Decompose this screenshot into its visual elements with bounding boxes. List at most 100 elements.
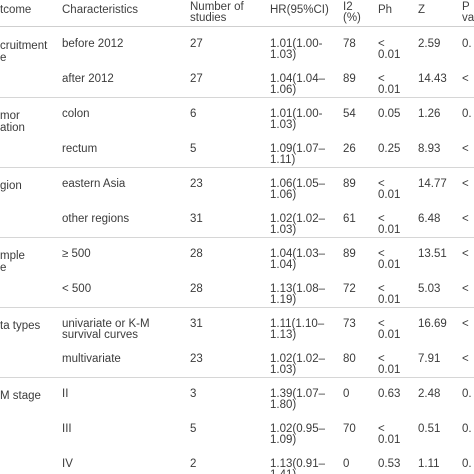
cell-i2: 78 xyxy=(343,38,356,50)
cell-characteristic: ≥ 500 xyxy=(62,248,91,260)
header-p-line2: va xyxy=(462,12,474,24)
cell-p: < xyxy=(462,213,469,225)
cell-ph-line1: < xyxy=(378,353,385,365)
table-group: mor ation colon 6 1.01(1.00- 1.03) 54 0.05 1.26 0… xyxy=(0,98,474,168)
cell-ph-line1: 0.05 xyxy=(378,108,401,120)
cell-p: < xyxy=(462,73,469,85)
cell-characteristic: IV xyxy=(62,458,73,470)
cell-hr-line1: 1.04(1.03– xyxy=(270,248,325,260)
group-outcome-line1: mor xyxy=(0,110,20,122)
group-outcome-line1: cruitment xyxy=(0,40,48,52)
cell-z: 5.03 xyxy=(418,283,441,295)
cell-hr-line1: 1.02(1.02– xyxy=(270,213,325,225)
cell-hr-line2: 1.11) xyxy=(270,154,296,166)
cell-ph-line2: 0.01 xyxy=(378,364,401,376)
cell-studies: 31 xyxy=(190,318,203,330)
header-divider xyxy=(0,26,474,27)
cell-hr-line2: 1.04) xyxy=(270,259,297,271)
cell-studies: 27 xyxy=(190,73,203,85)
cell-ph-line1: 0.53 xyxy=(378,458,401,470)
header-p-line1: P xyxy=(462,1,470,13)
cell-ph-line1: 0.63 xyxy=(378,388,401,400)
cell-characteristic: rectum xyxy=(62,143,98,155)
group-divider xyxy=(0,307,474,308)
cell-p: < xyxy=(462,283,469,295)
cell-hr-line2: 1.03) xyxy=(270,224,297,236)
cell-hr-line2: 1.06) xyxy=(270,189,297,201)
cell-z: 1.11 xyxy=(418,458,440,470)
cell-hr-line2: 1.09) xyxy=(270,434,297,446)
cell-hr-line2: 1.80) xyxy=(270,399,297,411)
cell-hr-line1: 1.01(1.00- xyxy=(270,38,323,50)
cell-hr-line1: 1.11(1.10– xyxy=(270,318,325,330)
cell-ph-line1: < xyxy=(378,73,385,85)
cell-p: 0. xyxy=(462,388,472,400)
group-divider xyxy=(0,377,474,378)
cell-hr-line1: 1.09(1.07– xyxy=(270,143,325,155)
header-ph: Ph xyxy=(378,4,393,16)
cell-z: 1.26 xyxy=(418,108,441,120)
cell-studies: 5 xyxy=(190,423,197,435)
cell-hr-line1: 1.02(1.02– xyxy=(270,353,325,365)
cell-p: < xyxy=(462,353,469,365)
cell-hr-line2: 1.03) xyxy=(270,49,297,61)
cell-p: < xyxy=(462,248,469,260)
cell-studies: 23 xyxy=(190,353,203,365)
cell-ph-line2: 0.01 xyxy=(378,259,401,271)
header-hr: HR(95%CI) xyxy=(270,4,329,16)
cell-characteristic: < 500 xyxy=(62,283,92,295)
cell-studies: 6 xyxy=(190,108,197,120)
cell-ph-line1: < xyxy=(378,178,385,190)
cell-characteristic: before 2012 xyxy=(62,38,124,50)
header-z: Z xyxy=(418,4,426,16)
cell-ph-line2: 0.01 xyxy=(378,49,401,61)
cell-hr-line1: 1.02(0.95– xyxy=(270,423,325,435)
cell-characteristic: colon xyxy=(62,108,90,120)
cell-characteristic-line2: survival curves xyxy=(62,329,139,341)
cell-ph-line1: < xyxy=(378,283,385,295)
cell-characteristic: other regions xyxy=(62,213,130,225)
cell-z: 16.69 xyxy=(418,318,447,330)
cell-i2: 89 xyxy=(343,248,356,260)
cell-i2: 0 xyxy=(343,388,350,400)
cell-characteristic: univariate or K-M xyxy=(62,318,150,330)
cell-ph-line2: 0.01 xyxy=(378,224,401,236)
cell-ph-line2: 0.01 xyxy=(378,434,401,446)
cell-hr-line2: 1.06) xyxy=(270,84,297,96)
cell-hr-line1: 1.13(0.91– xyxy=(270,458,325,470)
cell-z: 14.43 xyxy=(418,73,447,85)
cell-ph-line2: 0.01 xyxy=(378,294,401,306)
cell-i2: 73 xyxy=(343,318,356,330)
cell-ph-line2: 0.01 xyxy=(378,329,401,341)
cell-studies: 3 xyxy=(190,388,197,400)
cell-hr-line1: 1.13(1.08– xyxy=(270,283,325,295)
cell-ph-line1: 0.25 xyxy=(378,143,401,155)
cell-z: 13.51 xyxy=(418,248,447,260)
cell-studies: 27 xyxy=(190,38,203,50)
cell-hr-line2: 1.19) xyxy=(270,294,297,306)
group-outcome-line2: ation xyxy=(0,122,25,134)
table-group: mple e ≥ 500 28 1.04(1.03– 1.04) 89 <0.01 13.51 <… xyxy=(0,238,474,308)
cell-i2: 89 xyxy=(343,178,356,190)
cell-characteristic: III xyxy=(62,423,72,435)
cell-hr-line1: 1.39(1.07– xyxy=(270,388,325,400)
table-group: gion eastern Asia 23 1.06(1.05– 1.06) 89 <0.01… xyxy=(0,168,474,238)
header-i2-line2: (%) xyxy=(343,12,361,24)
cell-z: 8.93 xyxy=(418,143,441,155)
cell-i2: 54 xyxy=(343,108,356,120)
cell-p: < xyxy=(462,178,469,190)
cell-z: 2.59 xyxy=(418,38,441,50)
cell-hr-line2: 1.41) xyxy=(270,469,296,474)
cell-ph-line1: < xyxy=(378,213,385,225)
cell-i2: 26 xyxy=(343,143,356,155)
cell-hr-line1: 1.04(1.04– xyxy=(270,73,325,85)
cell-ph-line1: < xyxy=(378,423,385,435)
group-divider xyxy=(0,237,474,238)
header-studies-line2: studies xyxy=(190,12,227,24)
cell-i2: 61 xyxy=(343,213,356,225)
group-outcome-line2: e xyxy=(0,52,7,64)
table-group: ta types univariate or K-M survival curves… xyxy=(0,308,474,378)
header-studies-line1: Number of xyxy=(190,1,244,13)
cell-studies: 5 xyxy=(190,143,197,155)
